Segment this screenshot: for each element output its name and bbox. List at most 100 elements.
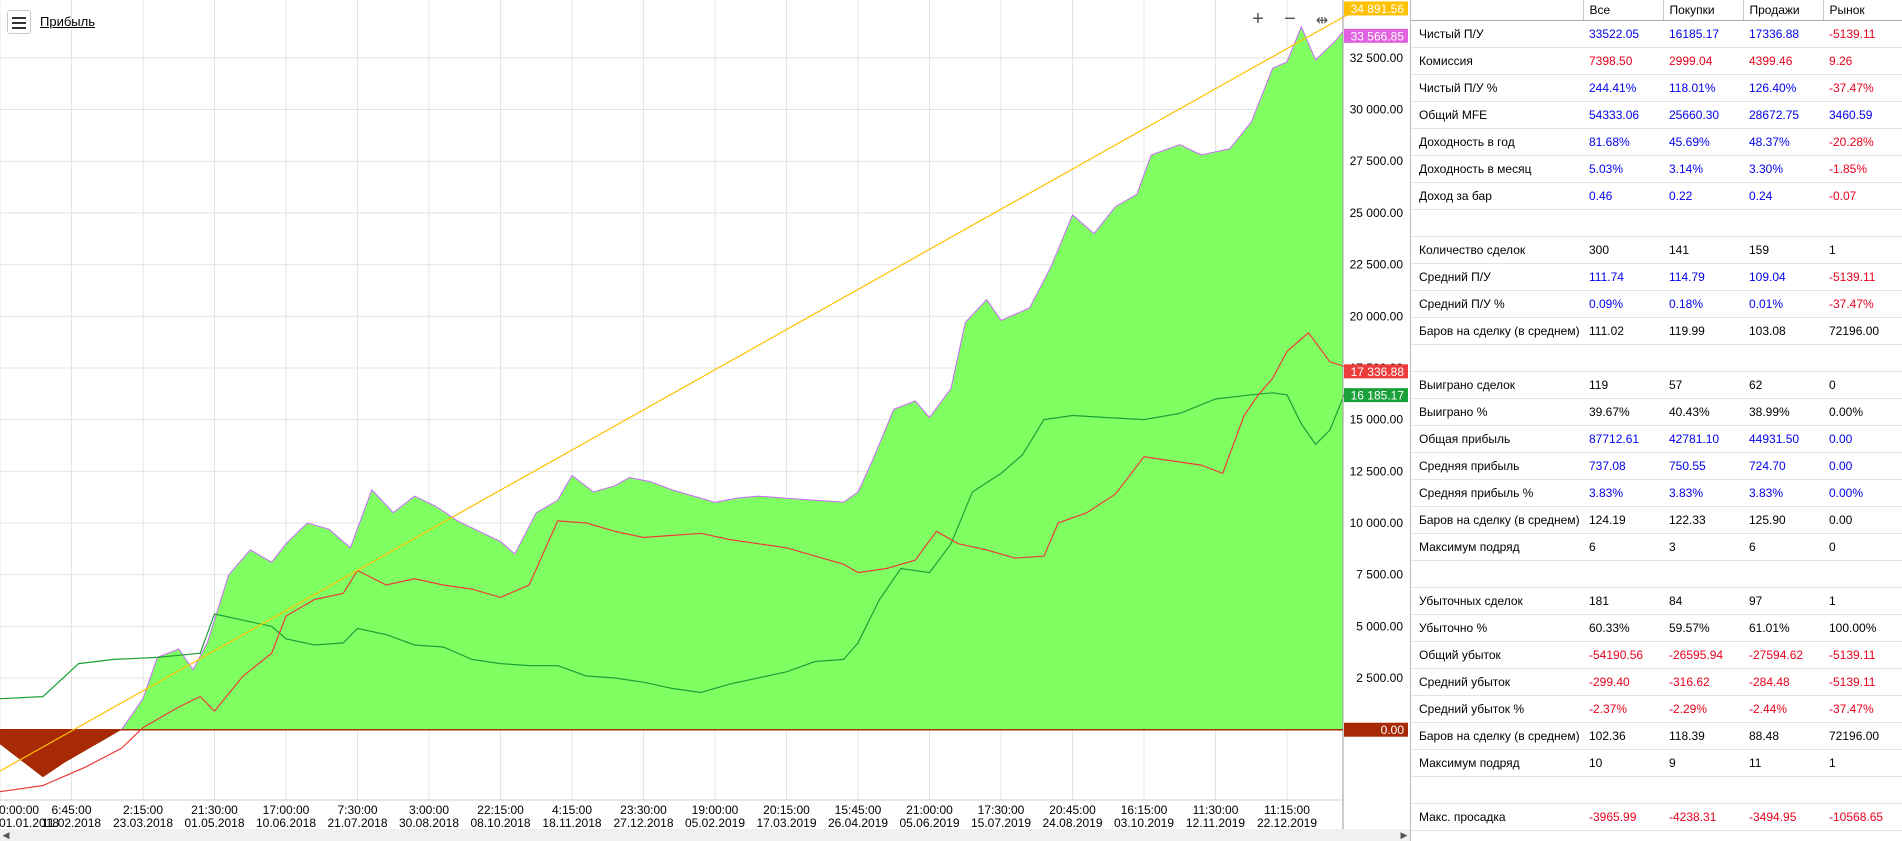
stats-cell: 3.83% (1583, 479, 1663, 507)
horizontal-scrollbar[interactable]: ◀ ▶ (0, 829, 1410, 841)
stats-cell (1743, 344, 1823, 372)
x-tick-date-label: 01.05.2018 (184, 816, 244, 830)
stats-row-label: Максимум подряд (1411, 533, 1583, 561)
stats-cell: -299.40 (1583, 668, 1663, 696)
stats-cell: 141 (1663, 236, 1743, 264)
stats-cell: -0.07 (1823, 182, 1902, 210)
axis-value-tag (1344, 1, 1408, 16)
profit-chart-svg[interactable]: 32 500.00 30 000.00 27 500.00 25 000.00 22 5… (0, 0, 1410, 841)
stats-cell: 125.90 (1743, 506, 1823, 534)
stats-column-header[interactable]: Покупки (1663, 0, 1744, 21)
profit-chart[interactable]: 32 500.00 30 000.00 27 500.00 25 000.00 22 5… (0, 0, 1410, 841)
stats-header-blank[interactable] (1411, 0, 1584, 21)
axis-value-tag-label: 17 336.88 (1351, 365, 1405, 379)
stats-cell (1583, 209, 1663, 237)
x-tick-time-label: 17:30:00 (978, 803, 1025, 817)
stats-cell: -10568.65 (1823, 803, 1902, 831)
zoom-in-icon[interactable]: + (1252, 8, 1264, 30)
stats-cell: 3.30% (1743, 155, 1823, 183)
stats-cell: 28672.75 (1743, 101, 1823, 129)
stats-cell: 39.67% (1583, 398, 1663, 426)
stats-cell: 0.46 (1583, 182, 1663, 210)
fit-icon[interactable]: ⇹ (1315, 12, 1329, 29)
x-tick-date-label: 27.12.2018 (613, 816, 673, 830)
menu-icon[interactable] (7, 10, 31, 34)
x-tick-time-label: 19:00:00 (692, 803, 739, 817)
stats-cell: 3.83% (1743, 479, 1823, 507)
stats-row-label: Доходность в месяц (1411, 155, 1583, 183)
stats-cell: 9.26 (1823, 47, 1902, 75)
x-tick-time-label: 16:15:00 (1121, 803, 1168, 817)
stats-cell: 59.57% (1663, 614, 1743, 642)
zoom-out-icon[interactable]: − (1284, 8, 1296, 30)
x-tick-time-label: 2:15:00 (123, 803, 163, 817)
x-tick-time-label: 11:15:00 (1264, 803, 1310, 817)
chart-title[interactable]: Прибыль (40, 14, 95, 29)
stats-row-label: Доходность в год (1411, 128, 1583, 156)
stats-cell (1823, 209, 1902, 237)
x-tick-date-label: 17.03.2019 (756, 816, 816, 830)
stats-cell: -37.47% (1823, 74, 1902, 102)
scroll-right-icon[interactable]: ▶ (1400, 830, 1408, 840)
stats-column-header[interactable]: Все (1583, 0, 1664, 21)
stats-cell (1743, 560, 1823, 588)
stats-row: Максимум подряд 10 9 11 1 (1411, 749, 1902, 777)
stats-row-label: Средний П/У % (1411, 290, 1583, 318)
stats-row-label: Чистый П/У % (1411, 74, 1583, 102)
stats-row-label: Баров на сделку (в среднем) (1411, 722, 1583, 750)
stats-row-label: Количество сделок (1411, 236, 1583, 264)
x-tick-time-label: 21:00:00 (906, 803, 953, 817)
stats-row: Выиграно сделок 119 57 62 0 (1411, 371, 1902, 399)
stats-spacer-row (1411, 776, 1902, 804)
stats-row-label (1411, 209, 1583, 237)
y-tick-label: 30 000.00 (1350, 103, 1404, 117)
stats-cell: 737.08 (1583, 452, 1663, 480)
x-tick-time-label: 21:30:00 (191, 803, 238, 817)
axis-value-tag-label: 34 891.56 (1351, 2, 1405, 16)
short-equity-line (0, 331, 1359, 793)
stats-cell: 1 (1823, 749, 1902, 777)
stats-row-label: Чистый П/У (1411, 20, 1583, 48)
y-tick-label: 12 500.00 (1350, 464, 1404, 478)
y-tick-label: 32 500.00 (1350, 51, 1404, 65)
stats-row-label: Выиграно % (1411, 398, 1583, 426)
x-tick-date-label: 03.10.2019 (1114, 816, 1174, 830)
stats-column-header[interactable]: Рынок (1823, 0, 1902, 21)
stats-cell: -5139.11 (1823, 641, 1902, 669)
stats-cell: 181 (1583, 587, 1663, 615)
stats-column-header[interactable]: Продажи (1743, 0, 1824, 21)
stats-cell: 87712.61 (1583, 425, 1663, 453)
stats-cell: 124.19 (1583, 506, 1663, 534)
stats-cell: 0.00% (1823, 398, 1902, 426)
stats-cell: 88.48 (1743, 722, 1823, 750)
stats-cell: 11 (1743, 749, 1823, 777)
stats-cell: 111.74 (1583, 263, 1663, 291)
x-tick-time-label: 17:00:00 (263, 803, 310, 817)
stats-row: Выиграно % 39.67% 40.43% 38.99% 0.00% (1411, 398, 1902, 426)
axis-value-tag (1344, 722, 1408, 737)
stats-row: Средняя прибыль 737.08 750.55 724.70 0.00 (1411, 452, 1902, 480)
stats-cell: 103.08 (1743, 317, 1823, 345)
y-tick-label: 15 000.00 (1350, 413, 1404, 427)
scroll-left-icon[interactable]: ◀ (2, 830, 10, 840)
stats-cell: 102.36 (1583, 722, 1663, 750)
stats-row-label: Средний убыток % (1411, 695, 1583, 723)
stats-cell: 0 (1823, 533, 1902, 561)
stats-cell: 1 (1823, 236, 1902, 264)
stats-row: Средний убыток % -2.37% -2.29% -2.44% -37.47… (1411, 695, 1902, 723)
stats-cell: 100.00% (1823, 614, 1902, 642)
y-tick-label: 2 500.00 (1356, 671, 1403, 685)
stats-cell: 111.02 (1583, 317, 1663, 345)
stats-cell: 17336.88 (1743, 20, 1823, 48)
stats-cell: -2.37% (1583, 695, 1663, 723)
stats-row-label (1411, 560, 1583, 588)
stats-row-label: Баров на сделку (в среднем) (1411, 317, 1583, 345)
stats-cell: -4238.31 (1663, 803, 1743, 831)
stats-cell: 3 (1663, 533, 1743, 561)
stats-row-label: Общий MFE (1411, 101, 1583, 129)
trend-line (0, 7, 1359, 772)
stats-row-label: Баров на сделку (в среднем) (1411, 506, 1583, 534)
stats-cell: -20.28% (1823, 128, 1902, 156)
stats-row: Количество сделок 300 141 159 1 (1411, 236, 1902, 264)
x-tick-date-label: 08.10.2018 (470, 816, 530, 830)
